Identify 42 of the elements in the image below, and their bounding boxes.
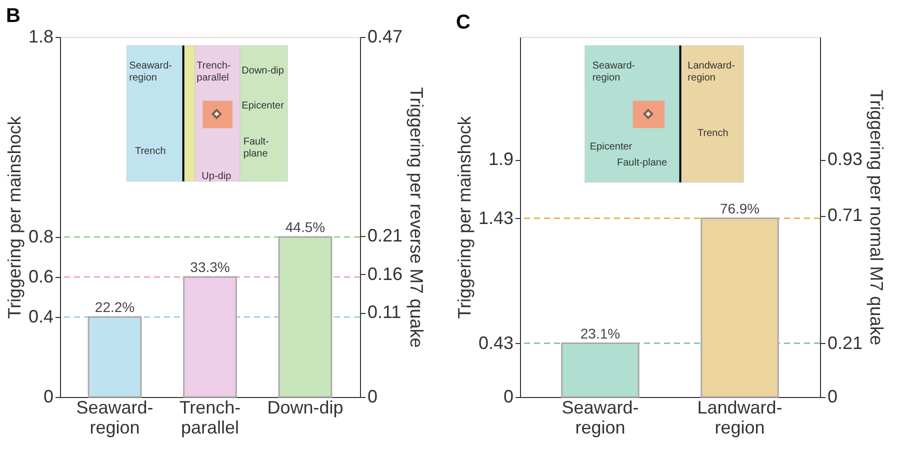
y2-axis-title: Triggering per normal M7 quake (866, 90, 887, 346)
y-tick-label: 0.8 (28, 226, 54, 246)
y-tick-label: 0 (43, 386, 54, 406)
annotation: 22.2% (94, 299, 135, 315)
bar (88, 316, 142, 398)
annotation: Fault- plane (243, 136, 269, 160)
annotation: Epicenter (242, 100, 285, 112)
annotation: Trench (698, 128, 728, 140)
x-tick-label: Seaward- region (562, 398, 639, 438)
y-tick-label: 1.43 (478, 208, 514, 228)
y2-axis-title: Triggering per reverse M7 quake (406, 87, 427, 348)
annotation: Down-dip (242, 65, 284, 76)
annotation: 23.1% (580, 325, 620, 342)
annotation: Landward- region (688, 60, 735, 84)
annotation: 76.9% (720, 200, 760, 216)
y-tick-label: 0.6 (28, 266, 54, 286)
x-tick-label: Seaward- region (76, 398, 154, 438)
y-tick-label: 0 (503, 386, 514, 406)
y2-tick-label: 0.21 (828, 332, 863, 353)
y2-tick-label: 0.93 (828, 149, 863, 170)
y2-tick-label: 0 (828, 386, 838, 406)
y2-tick-label: 0.16 (368, 264, 403, 284)
y-axis-title: Triggering per mainshock (454, 115, 474, 319)
y-tick-label: 0.4 (28, 306, 54, 326)
chart-title: C (456, 11, 470, 34)
x-tick-label: Trench- parallel (179, 398, 241, 438)
y-tick-label: 0.43 (478, 332, 514, 353)
x-tick-label: Landward- region (697, 398, 782, 438)
y2-tick-label: 0.47 (368, 26, 403, 46)
y2-tick-label: 0.21 (368, 226, 403, 246)
y2-tick-label: 0 (368, 386, 378, 406)
y-axis-title: Triggering per mainshock (4, 115, 24, 319)
annotation: 44.5% (285, 219, 326, 235)
y-tick-label: 1.9 (488, 149, 514, 169)
chart-title: B (6, 5, 20, 27)
bar (278, 236, 332, 398)
y2-tick-label: 0.11 (368, 302, 402, 322)
x-tick-label: Down-dip (267, 398, 344, 418)
y2-tick-label: 0.71 (828, 205, 863, 226)
annotation: 33.3% (190, 259, 230, 275)
bar (183, 276, 237, 398)
y-tick-label: 1.8 (28, 26, 54, 46)
